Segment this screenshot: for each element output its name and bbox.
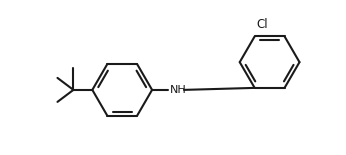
Text: Cl: Cl [257,18,268,31]
Text: NH: NH [170,85,187,95]
